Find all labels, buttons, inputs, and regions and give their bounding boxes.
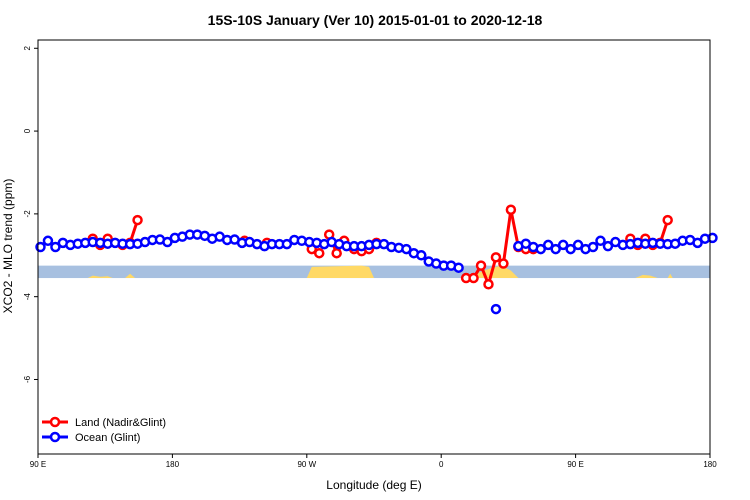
- data-point: [505, 204, 517, 215]
- data-point: [281, 238, 293, 250]
- data-point: [572, 239, 584, 251]
- legend: Land (Nadir&Glint) Ocean (Glint): [42, 416, 166, 444]
- data-point: [50, 241, 61, 253]
- data-point: [490, 252, 502, 263]
- data-point: [401, 243, 412, 255]
- x-tick-label: 90 W: [297, 460, 316, 469]
- land-band-segment-2: [306, 265, 374, 278]
- legend-item-ocean: Ocean (Glint): [42, 431, 140, 444]
- y-tick-label: -6: [23, 375, 32, 383]
- data-point: [602, 240, 614, 252]
- background-band: [38, 265, 710, 279]
- y-tick-label: -4: [23, 293, 32, 301]
- data-point: [42, 235, 54, 247]
- y-tick-label: 2: [23, 46, 32, 51]
- x-tick-label: 90 E: [30, 460, 46, 469]
- series-layer: [35, 204, 718, 315]
- x-tick-label: 180: [703, 460, 717, 469]
- data-point: [416, 250, 427, 261]
- land-band-segment-0: [87, 275, 113, 278]
- legend-item-land: Land (Nadir&Glint): [42, 416, 166, 429]
- data-point: [662, 214, 673, 226]
- data-point: [453, 262, 464, 273]
- data-point: [132, 214, 143, 226]
- data-point: [587, 241, 599, 253]
- legend-label-land: Land (Nadir&Glint): [75, 417, 166, 429]
- data-point: [313, 247, 325, 259]
- x-tick-label: 90 E: [567, 460, 583, 469]
- legend-marker-ocean: [49, 431, 61, 443]
- y-axis: 2 0 -2 -4 -6: [23, 46, 38, 383]
- x-tick-label: 0: [439, 460, 444, 469]
- data-point: [490, 303, 502, 315]
- chart-title: 15S-10S January (Ver 10) 2015-01-01 to 2…: [208, 12, 543, 28]
- data-point: [498, 258, 509, 269]
- data-point: [550, 243, 561, 255]
- series-segment: [509, 208, 520, 249]
- land-band-segment-4: [635, 274, 658, 278]
- data-point: [692, 237, 703, 249]
- x-tick-label: 180: [166, 460, 180, 469]
- y-tick-label: -2: [23, 210, 32, 218]
- legend-marker-land: [49, 416, 61, 428]
- data-point: [483, 279, 494, 290]
- legend-label-ocean: Ocean (Glint): [75, 432, 140, 444]
- data-point: [557, 239, 569, 251]
- land-band-segment-5: [667, 273, 673, 278]
- plot-frame: [37, 39, 711, 455]
- ocean-band: [38, 265, 710, 279]
- land-band-segment-1: [125, 273, 136, 278]
- data-point: [595, 235, 606, 247]
- data-point: [535, 243, 547, 255]
- data-point: [331, 247, 342, 259]
- series-ocean: [35, 229, 718, 315]
- data-point: [468, 272, 479, 284]
- series-segment: [501, 208, 513, 266]
- data-point: [162, 236, 173, 248]
- data-point: [542, 239, 554, 251]
- y-tick-label: 0: [23, 128, 32, 133]
- data-point: [565, 243, 576, 255]
- y-axis-label: XCO2 - MLO trend (ppm): [1, 179, 15, 314]
- x-axis-label: Longitude (deg E): [326, 478, 421, 492]
- data-point: [475, 260, 487, 271]
- x-axis: 90 E 180 90 W 0 90 E 180: [30, 454, 717, 469]
